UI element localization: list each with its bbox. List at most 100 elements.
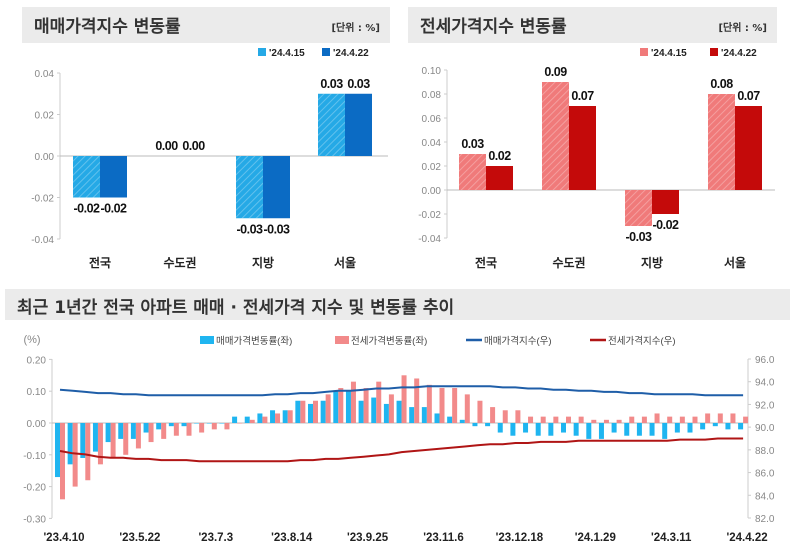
category-label: 수도권 [163,256,196,270]
data-label: -0.03 [626,230,653,244]
jeonse-change-bar [85,423,91,481]
sale-change-bar [270,410,276,423]
sale-change-bar [624,423,630,436]
category-label: 수도권 [552,256,585,270]
right-tick-label: 86.0 [755,469,775,480]
legend-label: 전세가격변동률(좌) [351,335,427,347]
right-tick-label: 96.0 [755,355,775,366]
y-tick-label: 0.10 [422,66,442,77]
sale-change-bar [725,423,731,430]
sale-change-bar [244,416,250,423]
jeonse-change-bar [313,400,318,423]
category-label: 서울 [334,255,356,270]
jeonse-change-bar [60,423,65,500]
legend-swatch [335,336,349,344]
jeonse-change-bar [426,384,432,423]
jeonse-change-bar [135,423,141,449]
bar [735,106,762,190]
x-tick-label: '23.7.3 [198,532,233,544]
legend-label: '24.4.15 [269,48,305,59]
bar [100,156,127,198]
data-label: -0.02 [101,202,128,216]
sale-change-bar [282,410,288,423]
sale-chart-title: 매매가격지수 변동률 [34,17,181,37]
category-label: 지방 [641,255,663,270]
sale-change-bar [485,423,491,427]
sale-change-bar [358,400,364,423]
jeonse-change-bar [452,388,458,423]
right-tick-label: 92.0 [755,400,775,411]
sale-change-bar [434,413,440,423]
jeonse-change-bar [553,416,559,423]
bar [569,106,596,190]
legend-label: 매매가격지수(우) [484,335,552,347]
y-axis-unit: (%) [23,334,40,346]
legend-swatch [710,48,718,56]
sale-change-bar [573,423,579,436]
y-tick-label: 0.08 [422,90,442,101]
sale-chart-unit: [단위 : %] [331,23,380,34]
jeonse-change-bar [237,423,243,424]
jeonse-change-bar [603,419,609,423]
sale-change-bar [700,423,706,430]
right-tick-label: 90.0 [755,423,775,434]
trend-chart-title: 최근 1년간 전국 아파트 매매 · 전세가격 지수 및 변동률 추이 [17,298,455,318]
x-tick-label: '23.9.25 [347,532,389,544]
jeonse-change-bar [211,423,217,430]
data-label: -0.02 [74,202,101,216]
jeonse-change-bar [502,410,508,423]
sale-change-bar [409,407,415,423]
x-tick-label: '24.4.22 [727,532,768,544]
sale-change-bar [371,397,377,423]
category-label: 지방 [252,255,274,270]
sale-change-bar [510,423,516,436]
jeonse-chart-unit: [단위 : %] [718,23,767,34]
sale-change-bar [55,423,60,478]
legend-label: '24.4.22 [721,48,757,59]
right-tick-label: 84.0 [755,491,775,502]
jeonse-index-line [59,437,744,463]
y-tick-label: 0.02 [35,111,55,122]
jeonse-change-bar [72,423,78,487]
jeonse-change-bar [528,416,534,423]
sale-change-bar [80,423,86,458]
jeonse-change-bar [439,388,445,423]
bar-hatch [73,156,100,198]
jeonse-change-bar [287,410,293,423]
jeonse-change-bar [148,423,154,443]
x-tick-label: '23.12.18 [496,532,544,544]
bar [486,166,513,190]
legend-swatch [640,48,648,56]
x-tick-label: '23.5.22 [119,532,160,544]
jeonse-change-bar [679,416,685,423]
sale-change-bar [611,423,617,433]
y-tick-label: -0.04 [31,235,54,246]
category-label: 전국 [475,255,497,270]
bar-hatch [542,82,569,190]
jeonse-change-bar [262,416,268,423]
y-tick-label: -0.02 [31,194,54,205]
y-tick-label: 0.04 [422,138,442,149]
legend-label: '24.4.15 [651,48,687,59]
x-tick-label: '23.4.10 [43,532,84,544]
jeonse-change-bar [123,423,129,455]
jeonse-change-bar [629,416,635,423]
legend-swatch [200,336,214,344]
bar-hatch [708,94,735,190]
left-tick-label: 0.10 [27,387,47,398]
jeonse-change-bar [464,394,470,423]
jeonse-change-bar [224,423,230,430]
data-label: 0.09 [544,65,567,79]
sale-change-bar [396,400,402,423]
sale-change-bar [674,423,680,433]
sale-change-bar [383,403,389,423]
sale-change-bar [118,423,124,439]
sale-change-bar [130,423,136,439]
jeonse-change-bar [641,416,647,423]
data-label: -0.03 [237,222,264,236]
sale-change-bar [67,423,73,465]
bar-hatch [459,154,486,190]
jeonse-change-bar [414,378,420,423]
data-label: 0.07 [737,89,760,103]
